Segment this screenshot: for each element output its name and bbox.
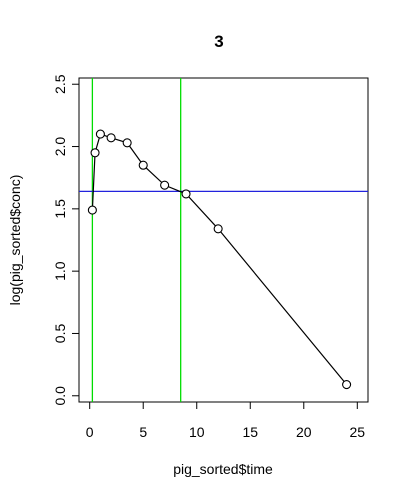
data-point (106, 133, 116, 143)
series-line (91, 133, 348, 385)
data-point (90, 148, 100, 158)
x-tick-label: 10 (189, 424, 205, 440)
y-tick-label: 1.0 (52, 261, 68, 281)
data-point (138, 160, 148, 170)
chart-title: 3 (214, 32, 223, 51)
data-point (160, 180, 170, 190)
x-tick-label: 0 (86, 424, 94, 440)
x-tick-label: 15 (242, 424, 258, 440)
y-axis-label: log(pig_sorted$conc) (7, 175, 23, 306)
data-point (95, 129, 105, 139)
data-point (122, 138, 132, 148)
data-point (181, 189, 191, 199)
data-point (213, 224, 223, 234)
y-tick-label: 1.5 (52, 199, 68, 219)
x-tick-label: 5 (139, 424, 147, 440)
x-tick-label: 25 (350, 424, 366, 440)
data-point (87, 205, 97, 215)
x-axis-label: pig_sorted$time (173, 461, 273, 477)
y-tick-label: 2.5 (52, 74, 68, 94)
x-tick-label: 20 (296, 424, 312, 440)
y-tick-label: 0.0 (52, 386, 68, 406)
plot-box (78, 77, 369, 403)
data-point (342, 380, 352, 390)
y-tick-label: 2.0 (52, 137, 68, 157)
y-tick-label: 0.5 (52, 324, 68, 344)
